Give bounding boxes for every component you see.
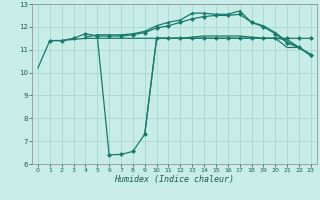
- X-axis label: Humidex (Indice chaleur): Humidex (Indice chaleur): [115, 175, 234, 184]
